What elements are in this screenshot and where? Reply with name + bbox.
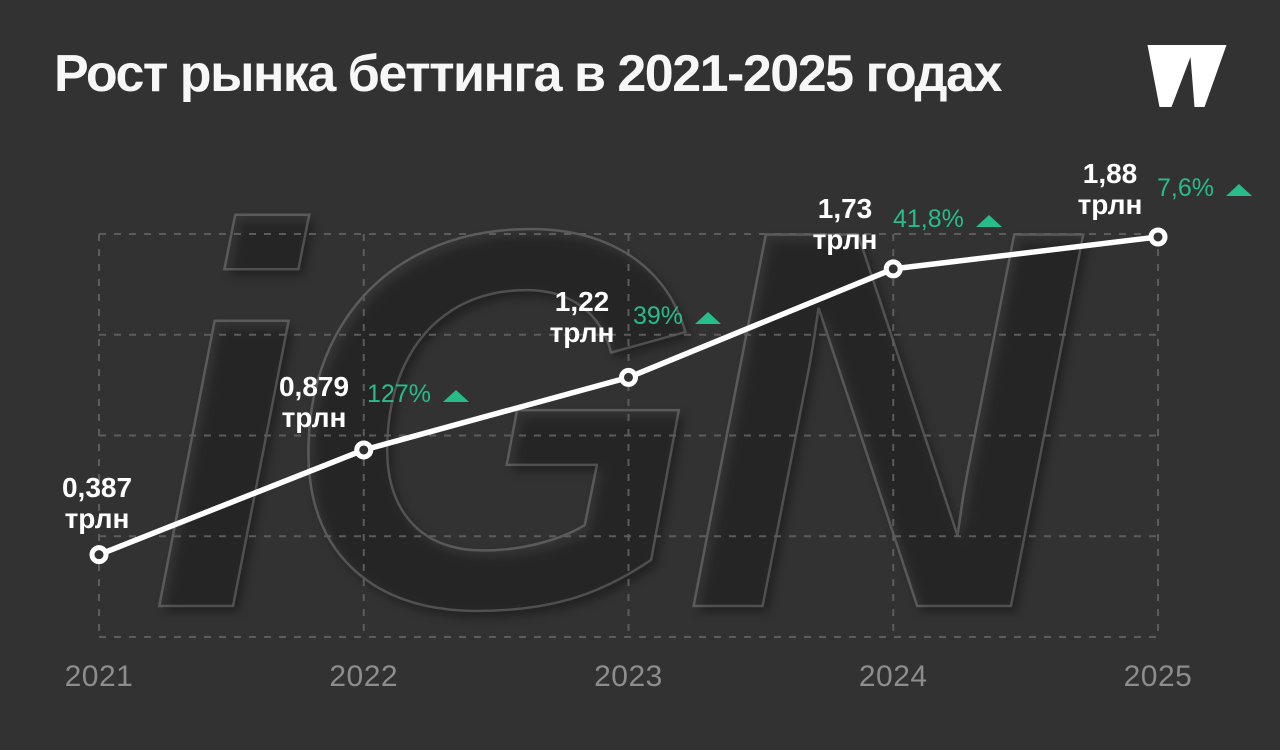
data-point-2021 <box>89 545 109 565</box>
growth-value: 39% <box>633 302 684 330</box>
page-title: Рост рынка беттинга в 2021-2025 годах <box>54 45 1002 103</box>
data-value: 1,22 <box>554 286 610 317</box>
data-unit: трлн <box>281 402 347 433</box>
growth-label-2022: 127% <box>367 380 469 409</box>
axis-label-2025: 2025 <box>1123 660 1193 693</box>
arrow-up-icon <box>695 311 722 324</box>
data-value: 1,73 <box>817 193 873 224</box>
arrow-up-icon <box>975 214 1002 227</box>
axis-label-2024: 2024 <box>858 660 928 693</box>
growth-value: 7,6% <box>1157 174 1214 202</box>
data-point-2022 <box>354 440 374 460</box>
data-label-2021: 0,387 трлн <box>62 472 132 534</box>
data-point-2024 <box>883 259 903 279</box>
data-value: 0,879 <box>278 371 350 402</box>
data-point-2025 <box>1148 227 1168 247</box>
axis-label-2023: 2023 <box>594 660 663 693</box>
data-label-2022: 0,879 трлн <box>279 371 349 433</box>
growth-value: 127% <box>367 380 431 408</box>
growth-label-2023: 39% <box>633 302 722 331</box>
data-unit: трлн <box>549 317 615 348</box>
data-unit: трлн <box>64 503 130 534</box>
axis-label-2021: 2021 <box>64 660 134 693</box>
brand-logo-icon <box>1147 45 1227 107</box>
arrow-up-icon <box>442 389 469 402</box>
data-value: 1,88 <box>1082 158 1138 189</box>
data-unit: трлн <box>1077 189 1143 220</box>
arrow-up-icon <box>1225 183 1252 196</box>
growth-label-2025: 7,6% <box>1157 174 1252 203</box>
data-unit: трлн <box>812 224 878 255</box>
growth-label-2024: 41,8% <box>893 205 1002 234</box>
data-label-2023: 1,22 трлн <box>550 286 615 348</box>
data-point-2023 <box>619 367 638 387</box>
axis-label-2022: 2022 <box>329 660 399 693</box>
data-value: 0,387 <box>61 472 133 503</box>
data-label-2025: 1,88 трлн <box>1078 158 1143 220</box>
growth-value: 41,8% <box>893 205 964 233</box>
data-label-2024: 1,73 трлн <box>813 193 878 255</box>
